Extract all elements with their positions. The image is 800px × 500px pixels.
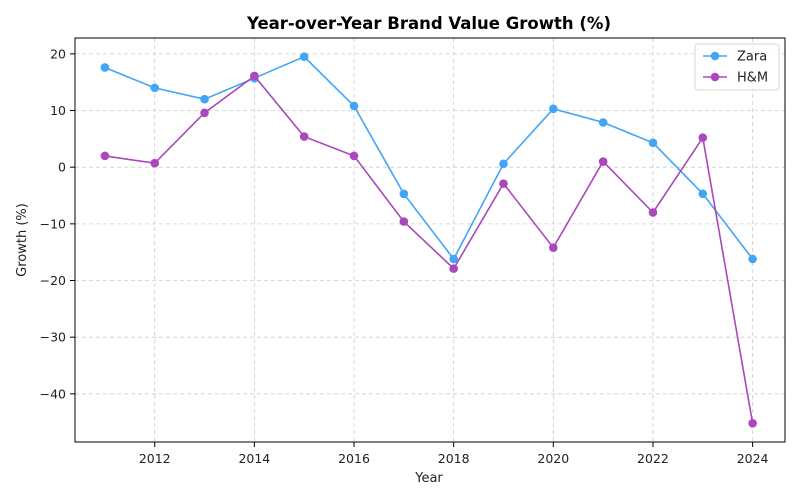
series-zara <box>100 52 757 264</box>
data-point-h-m <box>449 264 458 273</box>
data-point-zara <box>648 138 658 148</box>
data-point-zara <box>748 254 757 264</box>
legend-marker-h-m <box>710 72 720 82</box>
data-point-h-m <box>399 217 409 226</box>
series-layer <box>100 52 757 428</box>
y-tick-label: −30 <box>40 330 66 345</box>
legend: Zara H&M <box>694 43 780 91</box>
x-tick-label: 2014 <box>238 451 270 466</box>
y-axis-ticks: 20 10 0 −10 −20 −30 −40 <box>40 46 75 401</box>
data-point-h-m <box>250 71 259 81</box>
plot-frame <box>74 37 786 443</box>
data-point-zara <box>150 83 160 93</box>
data-point-zara <box>200 94 209 104</box>
data-point-zara <box>299 52 309 61</box>
data-point-h-m <box>648 208 658 217</box>
legend-label-zara: Zara <box>737 50 767 65</box>
x-axis-label: Year <box>414 471 443 486</box>
data-point-h-m <box>499 179 508 188</box>
x-axis-ticks: 2012 2014 2016 2018 2020 2022 2024 <box>139 442 769 466</box>
series-h-m <box>100 71 757 428</box>
data-point-zara <box>549 104 558 114</box>
data-point-h-m <box>748 419 757 428</box>
data-point-zara <box>399 189 409 199</box>
data-point-zara <box>349 101 359 111</box>
y-tick-label: −10 <box>40 216 66 231</box>
series-line-h-m <box>104 74 754 424</box>
data-point-h-m <box>698 133 708 143</box>
data-point-h-m <box>150 158 160 168</box>
data-point-h-m <box>299 132 309 141</box>
chart-title: Year-over-Year Brand Value Growth (%) <box>246 14 611 33</box>
x-tick-label: 2020 <box>537 451 569 466</box>
x-tick-label: 2022 <box>637 451 669 466</box>
y-tick-label: −40 <box>40 386 66 401</box>
data-point-h-m <box>349 151 359 161</box>
y-tick-label: −20 <box>40 273 66 288</box>
data-point-zara <box>499 159 508 169</box>
grid <box>75 38 785 442</box>
x-tick-label: 2016 <box>338 451 370 466</box>
legend-label-h-m: H&M <box>737 71 768 86</box>
data-point-h-m <box>200 108 209 118</box>
y-tick-label: 0 <box>58 160 66 175</box>
legend-marker-zara <box>710 51 720 61</box>
x-tick-label: 2012 <box>139 451 171 466</box>
y-tick-label: 20 <box>50 46 66 61</box>
x-tick-label: 2024 <box>737 451 769 466</box>
data-point-h-m <box>549 243 558 252</box>
data-point-zara <box>100 63 110 72</box>
data-point-zara <box>449 254 458 264</box>
data-point-h-m <box>100 151 110 161</box>
series-line-zara <box>104 55 754 261</box>
y-axis-label: Growth (%) <box>15 203 30 277</box>
data-point-h-m <box>598 157 608 166</box>
data-point-zara <box>598 118 608 127</box>
data-point-zara <box>698 189 708 199</box>
x-tick-label: 2018 <box>438 451 470 466</box>
y-tick-label: 10 <box>50 103 66 118</box>
